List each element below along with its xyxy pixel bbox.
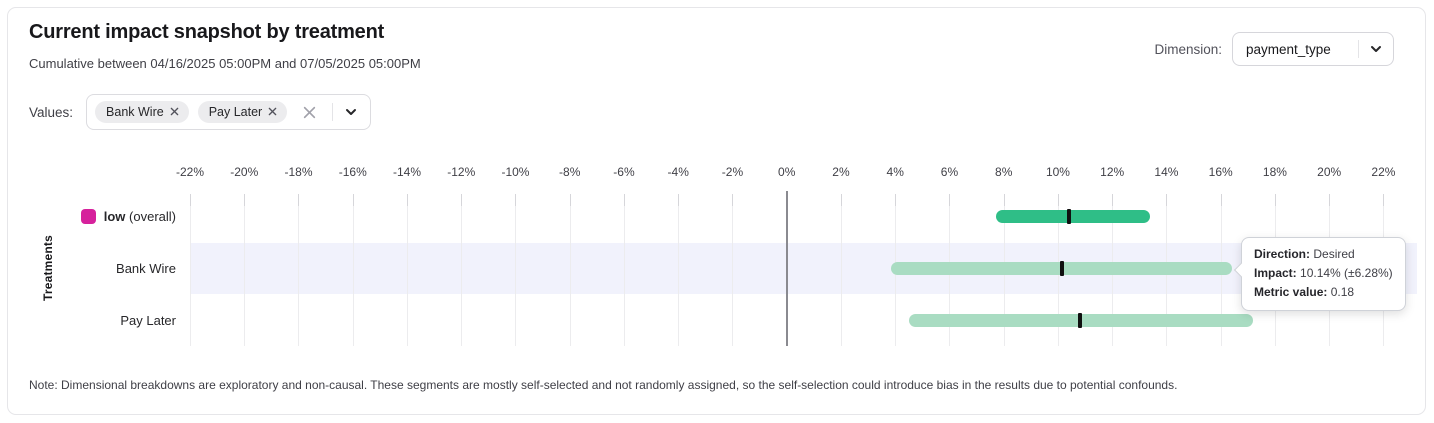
tooltip-line: Impact: 10.14% (±6.28%) bbox=[1254, 266, 1393, 280]
variant-color-swatch bbox=[80, 209, 96, 225]
tooltip-line: Metric value: 0.18 bbox=[1254, 285, 1355, 299]
dimension-select[interactable]: payment_type bbox=[1232, 32, 1394, 66]
value-chip[interactable]: Pay Later bbox=[197, 101, 288, 123]
gridline bbox=[840, 194, 842, 346]
x-axis-tick-label: 8% bbox=[995, 165, 1013, 179]
gridline bbox=[515, 194, 517, 346]
tick-mark bbox=[569, 194, 571, 206]
value-chip[interactable]: Bank Wire bbox=[95, 101, 189, 123]
page-title: Current impact snapshot by treatment bbox=[29, 21, 385, 43]
value-chip-label: Pay Later bbox=[208, 105, 263, 119]
impact-point-marker bbox=[1077, 312, 1082, 328]
x-axis-tick-label: -12% bbox=[447, 165, 476, 179]
zero-baseline bbox=[785, 191, 788, 346]
tick-mark bbox=[1220, 194, 1222, 206]
x-axis-tick-label: 0% bbox=[778, 165, 796, 179]
impact-chart-plot-area bbox=[190, 191, 1417, 346]
chevron-down-icon[interactable] bbox=[342, 105, 364, 119]
x-axis-tick-label: -22% bbox=[175, 165, 205, 179]
tick-mark bbox=[190, 194, 191, 206]
tick-mark bbox=[1274, 194, 1276, 206]
value-chip-label: Bank Wire bbox=[106, 105, 164, 119]
tick-mark bbox=[840, 194, 842, 206]
dimension-selected-value: payment_type bbox=[1246, 41, 1331, 57]
tick-mark bbox=[732, 194, 734, 206]
impact-snapshot-card: Current impact snapshot by treatment Cum… bbox=[7, 7, 1426, 415]
x-axis-tick-label: 2% bbox=[832, 165, 850, 179]
footnote: Note: Dimensional breakdowns are explora… bbox=[29, 378, 1178, 392]
tick-mark bbox=[352, 194, 354, 206]
tick-mark bbox=[1383, 194, 1385, 206]
x-axis-tick-labels: -22% -20% -18% -16% -14% -12% -10% -8% -6% -4% -2%… bbox=[176, 165, 1397, 181]
tick-mark bbox=[623, 194, 625, 206]
chevron-down-icon bbox=[1359, 42, 1393, 56]
x-axis-tick-label: -6% bbox=[613, 165, 635, 179]
treatment-row-label: Bank Wire bbox=[48, 243, 176, 295]
gridline bbox=[352, 194, 354, 346]
tick-mark bbox=[406, 194, 408, 206]
values-filter-group: Values: Bank Wire Pay Later bbox=[29, 94, 372, 130]
tick-mark bbox=[244, 194, 246, 206]
gridline bbox=[623, 194, 625, 346]
clear-all-icon[interactable] bbox=[296, 105, 323, 120]
x-axis-tick-label: 4% bbox=[886, 165, 904, 179]
row-label-text: low (overall) bbox=[103, 209, 176, 225]
gridline bbox=[678, 194, 680, 346]
treatment-row-label: Pay Later bbox=[48, 294, 176, 346]
chart-row-labels: low (overall) Bank Wire Pay Later bbox=[48, 191, 176, 346]
tick-mark bbox=[678, 194, 680, 206]
row-label-text: Pay Later bbox=[120, 312, 176, 328]
gridline bbox=[190, 194, 191, 346]
control-divider bbox=[332, 103, 334, 121]
x-axis-tick-label: 20% bbox=[1317, 165, 1342, 179]
tick-mark bbox=[298, 194, 300, 206]
x-axis-tick-label: -10% bbox=[501, 165, 530, 179]
gridline bbox=[732, 194, 734, 346]
x-axis-tick-label: 6% bbox=[940, 165, 959, 179]
tick-mark bbox=[895, 194, 897, 206]
gridline bbox=[244, 194, 246, 346]
tooltip-line: Direction: Desired bbox=[1254, 247, 1355, 261]
treatment-row-label: low (overall) bbox=[48, 191, 176, 243]
x-axis-tick-label: -4% bbox=[667, 165, 689, 179]
x-axis-tick-label: -8% bbox=[559, 165, 581, 179]
row-highlight-band bbox=[190, 242, 1417, 295]
x-axis-tick-label: 16% bbox=[1208, 165, 1233, 179]
chip-remove-icon[interactable] bbox=[268, 105, 277, 119]
x-axis-tick-label: -16% bbox=[338, 165, 367, 179]
tick-mark bbox=[1329, 194, 1331, 206]
x-axis-tick-label: 22% bbox=[1371, 165, 1396, 179]
x-axis-tick-label: 18% bbox=[1262, 165, 1287, 179]
row-label-text: Bank Wire bbox=[116, 260, 176, 276]
values-label: Values: bbox=[29, 104, 74, 120]
tick-mark bbox=[1003, 194, 1005, 206]
dimension-label: Dimension: bbox=[1154, 41, 1222, 57]
bar-tooltip: Direction: Desired Impact: 10.14% (±6.28%… bbox=[1233, 237, 1406, 311]
chip-remove-icon[interactable] bbox=[170, 105, 179, 119]
confidence-interval-bar[interactable] bbox=[995, 210, 1151, 224]
tick-mark bbox=[461, 194, 463, 206]
x-axis-tick-label: -18% bbox=[284, 165, 313, 179]
select-divider bbox=[1358, 40, 1359, 58]
tick-mark bbox=[1166, 194, 1168, 206]
gridline bbox=[406, 194, 408, 346]
x-axis-tick-label: 14% bbox=[1154, 165, 1179, 179]
impact-point-marker bbox=[1059, 261, 1064, 276]
x-axis-tick-label: -14% bbox=[392, 165, 421, 179]
x-axis-tick-label: -20% bbox=[230, 165, 259, 179]
dimension-group: Dimension: payment_type bbox=[1154, 32, 1394, 66]
tick-mark bbox=[515, 194, 517, 206]
tick-mark bbox=[949, 194, 951, 206]
values-multiselect[interactable]: Bank Wire Pay Later bbox=[86, 94, 372, 130]
x-axis-tick-label: 10% bbox=[1045, 165, 1070, 179]
gridline bbox=[298, 194, 300, 346]
gridline bbox=[569, 194, 571, 346]
gridline bbox=[461, 194, 463, 346]
date-range-subtitle: Cumulative between 04/16/2025 05:00PM an… bbox=[29, 56, 421, 71]
impact-point-marker bbox=[1066, 209, 1071, 225]
x-axis-tick-label: -2% bbox=[721, 165, 744, 179]
tick-mark bbox=[1057, 194, 1059, 206]
tick-mark bbox=[1112, 194, 1114, 206]
x-axis-tick-label: 12% bbox=[1100, 165, 1125, 179]
